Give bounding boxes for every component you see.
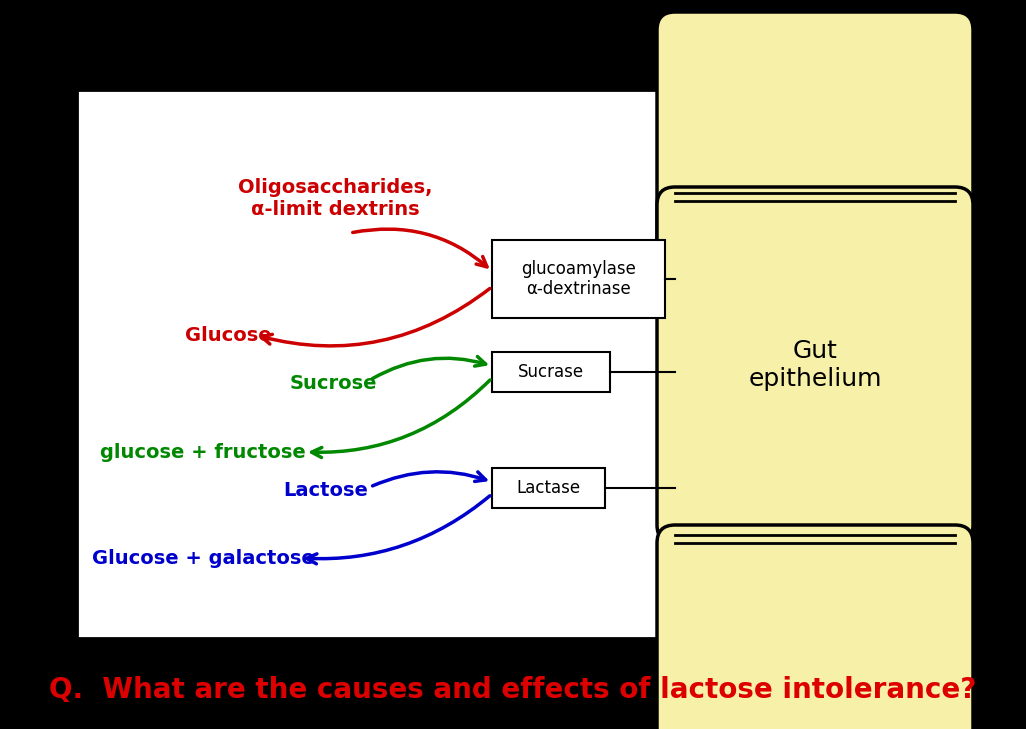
Bar [77, 90, 958, 638]
Text: glucoamylase
α-dextrinase: glucoamylase α-dextrinase [521, 260, 636, 298]
Text: Glucose + galactose: Glucose + galactose [92, 548, 315, 567]
Bar [492, 352, 610, 392]
Text: Oligosaccharides,
α-limit dextrins: Oligosaccharides, α-limit dextrins [238, 177, 432, 219]
Text: Glucose: Glucose [185, 326, 272, 345]
FancyBboxPatch shape [657, 12, 973, 278]
Text: Lactase: Lactase [516, 479, 581, 497]
Bar [492, 468, 605, 508]
Text: Lactose: Lactose [283, 480, 368, 499]
Text: Q.  What are the causes and effects of lactose intolerance?: Q. What are the causes and effects of la… [49, 676, 977, 704]
Text: glucose + fructose: glucose + fructose [100, 443, 306, 461]
Text: Sucrase: Sucrase [518, 363, 584, 381]
Text: Sucrose: Sucrose [290, 373, 378, 392]
FancyBboxPatch shape [657, 187, 973, 543]
Text: Gut
epithelium: Gut epithelium [748, 339, 881, 391]
Bar [492, 240, 665, 318]
FancyBboxPatch shape [657, 525, 973, 729]
